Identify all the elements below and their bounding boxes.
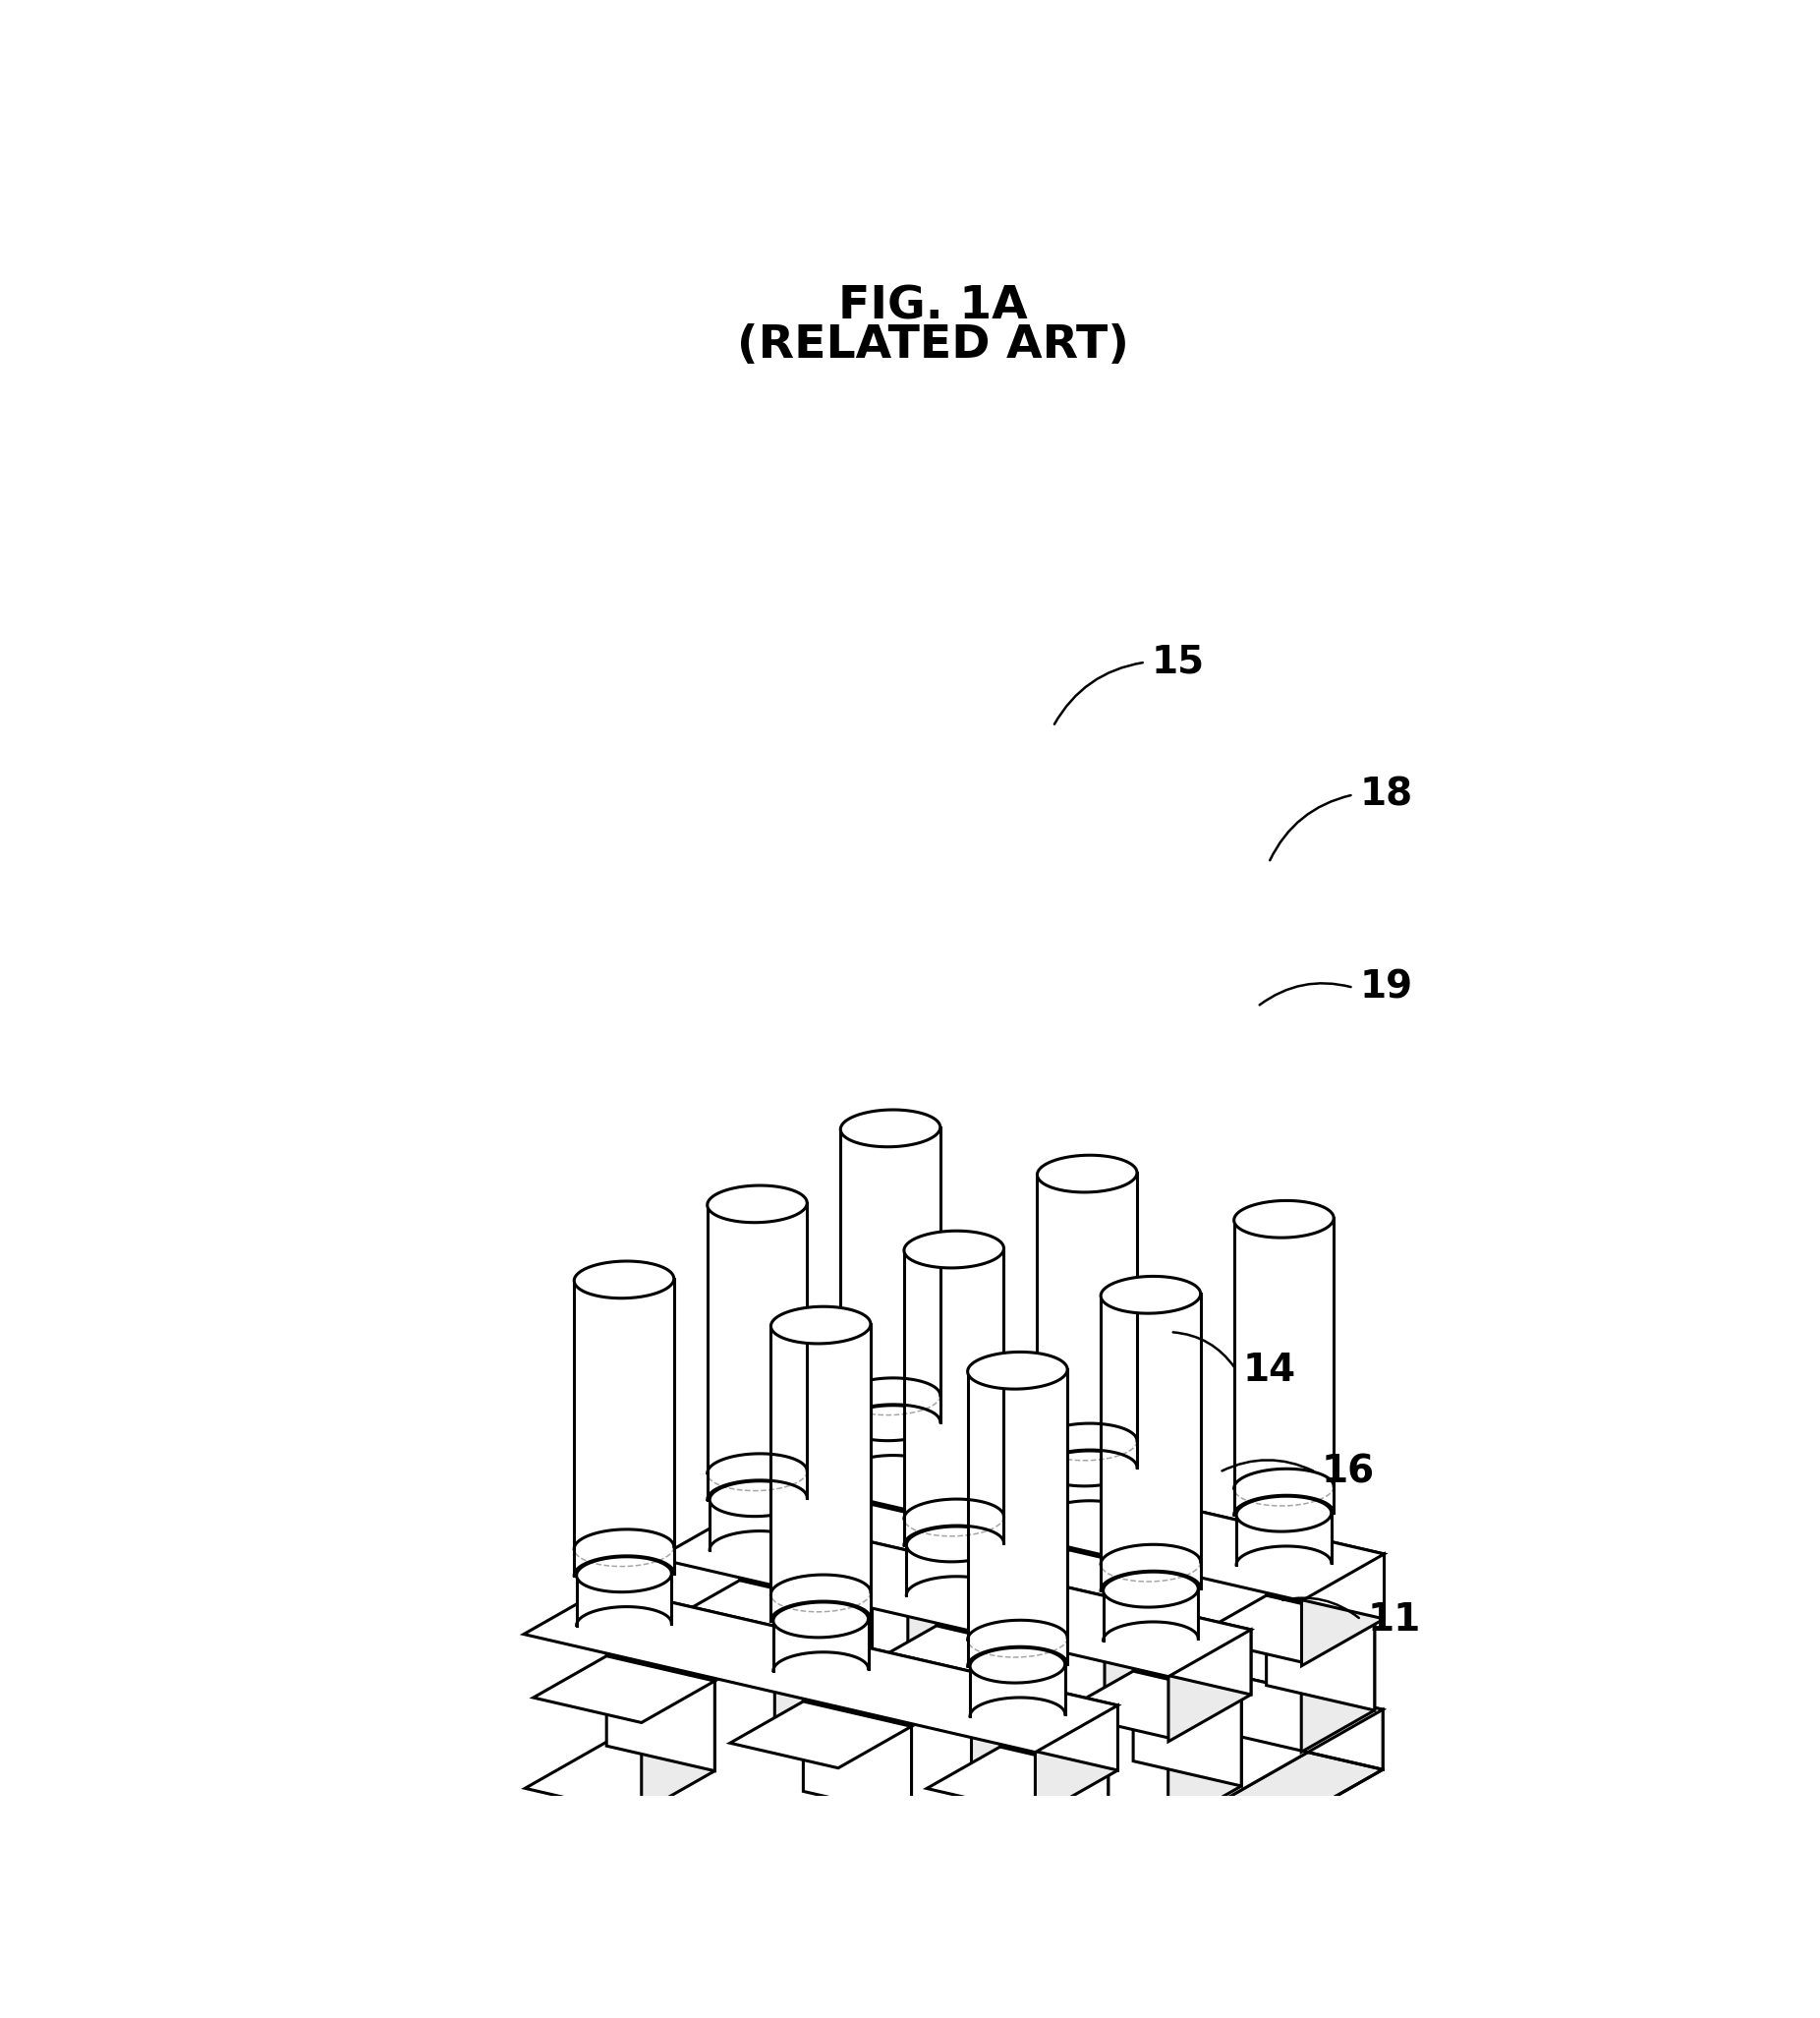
Polygon shape — [803, 1701, 912, 1816]
Polygon shape — [710, 1481, 804, 1516]
Polygon shape — [1037, 1709, 1383, 1966]
Polygon shape — [772, 1306, 870, 1620]
Polygon shape — [874, 1505, 981, 1620]
Polygon shape — [524, 1592, 1383, 1907]
Polygon shape — [863, 1627, 1045, 1693]
Polygon shape — [1236, 1495, 1332, 1564]
Polygon shape — [577, 1556, 672, 1592]
Polygon shape — [972, 1651, 1045, 1782]
Text: 16: 16 — [1321, 1453, 1374, 1491]
Polygon shape — [841, 1110, 941, 1425]
Polygon shape — [1037, 1154, 1138, 1469]
Polygon shape — [1301, 1554, 1385, 1665]
Polygon shape — [573, 1261, 673, 1298]
Polygon shape — [790, 1437, 1385, 1600]
Polygon shape — [1059, 1671, 1241, 1737]
Polygon shape — [905, 1231, 1005, 1267]
Text: 11: 11 — [1367, 1600, 1420, 1639]
Polygon shape — [1039, 1451, 1134, 1485]
Polygon shape — [841, 1110, 941, 1146]
Polygon shape — [1105, 1574, 1178, 1707]
Polygon shape — [1168, 1695, 1241, 1828]
Polygon shape — [739, 1511, 1250, 1695]
Polygon shape — [1194, 1596, 1374, 1663]
Polygon shape — [772, 1306, 870, 1344]
Polygon shape — [1103, 1572, 1198, 1606]
Polygon shape — [1234, 1201, 1334, 1237]
Polygon shape — [1101, 1275, 1201, 1314]
Polygon shape — [710, 1481, 804, 1550]
Polygon shape — [606, 1588, 1117, 1770]
Polygon shape — [1234, 1201, 1334, 1516]
Polygon shape — [730, 1701, 912, 1768]
Polygon shape — [1101, 1275, 1201, 1590]
Polygon shape — [970, 1647, 1065, 1683]
Polygon shape — [775, 1604, 848, 1737]
Polygon shape — [872, 1437, 1385, 1618]
Text: FIG. 1A: FIG. 1A — [837, 285, 1028, 329]
Polygon shape — [799, 1505, 981, 1572]
Text: 14: 14 — [1243, 1352, 1296, 1388]
Polygon shape — [657, 1511, 1250, 1677]
Polygon shape — [1168, 1631, 1250, 1742]
Polygon shape — [1134, 1671, 1241, 1786]
Polygon shape — [996, 1550, 1178, 1616]
Polygon shape — [1070, 1550, 1178, 1665]
Polygon shape — [1036, 1772, 1108, 1903]
Polygon shape — [573, 1261, 673, 1576]
Polygon shape — [908, 1530, 981, 1661]
Polygon shape — [906, 1526, 1001, 1562]
Polygon shape — [1267, 1596, 1374, 1711]
Polygon shape — [1039, 1451, 1134, 1520]
Polygon shape — [641, 1681, 715, 1812]
Text: (RELATED ART): (RELATED ART) — [737, 323, 1128, 367]
Polygon shape — [739, 1580, 848, 1695]
Polygon shape — [577, 1556, 672, 1624]
Polygon shape — [708, 1185, 806, 1223]
Polygon shape — [1236, 1495, 1332, 1532]
Polygon shape — [937, 1627, 1045, 1742]
Polygon shape — [1037, 1154, 1138, 1193]
Polygon shape — [843, 1405, 937, 1441]
Polygon shape — [606, 1657, 715, 1772]
Polygon shape — [970, 1647, 1065, 1715]
Polygon shape — [708, 1185, 806, 1499]
Polygon shape — [905, 1231, 1005, 1546]
Text: 19: 19 — [1360, 969, 1412, 1007]
Polygon shape — [533, 1657, 715, 1723]
Polygon shape — [774, 1602, 868, 1671]
Polygon shape — [1301, 1620, 1374, 1752]
Polygon shape — [968, 1352, 1067, 1388]
Polygon shape — [666, 1580, 848, 1647]
Polygon shape — [999, 1748, 1108, 1863]
Polygon shape — [524, 1588, 1117, 1752]
Polygon shape — [1103, 1572, 1198, 1641]
Text: 18: 18 — [1360, 777, 1412, 813]
Polygon shape — [968, 1352, 1067, 1667]
Polygon shape — [774, 1602, 868, 1637]
Polygon shape — [1036, 1705, 1117, 1818]
Polygon shape — [906, 1526, 1001, 1594]
Polygon shape — [872, 1592, 1383, 1770]
Polygon shape — [926, 1748, 1108, 1814]
Polygon shape — [843, 1405, 937, 1473]
Polygon shape — [839, 1725, 912, 1859]
Text: 15: 15 — [1152, 644, 1205, 680]
